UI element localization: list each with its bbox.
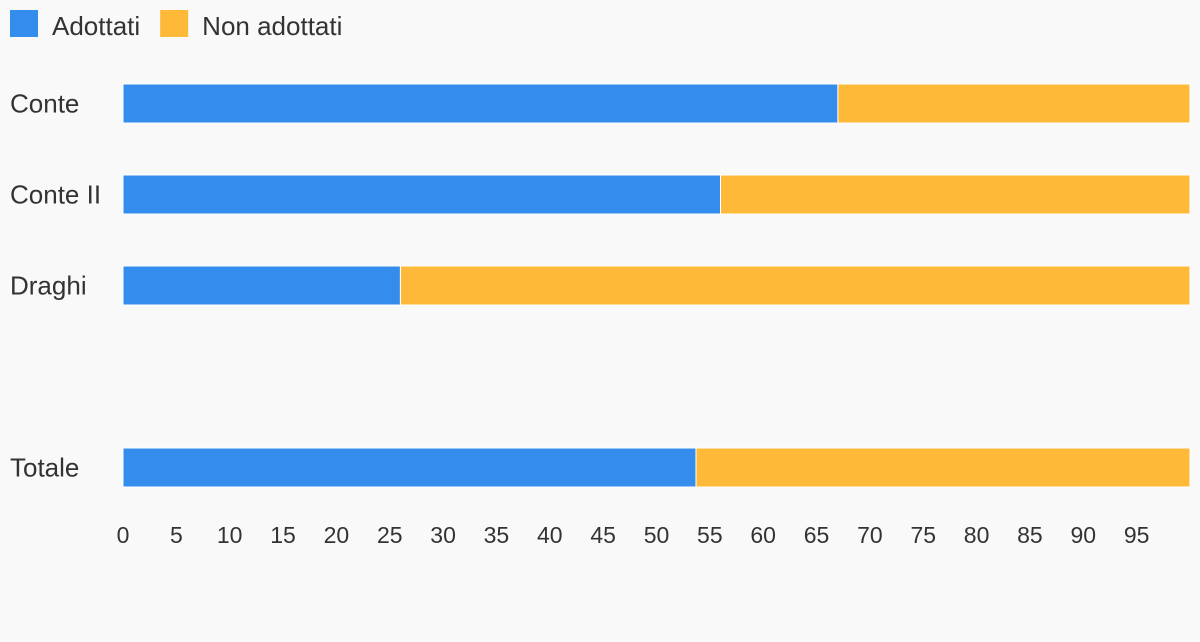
bar-4-0: [122, 447, 697, 488]
x-tick-label-5: 25: [377, 522, 403, 548]
x-tick-label-16: 80: [964, 522, 990, 548]
x-tick-label-19: 95: [1124, 522, 1150, 548]
legend: Adottati Non adottati: [10, 10, 342, 41]
x-tick-label-13: 65: [804, 522, 830, 548]
bar-0-1: [837, 83, 1191, 124]
category-labels: Conte Conte II Draghi Totale: [10, 89, 101, 483]
legend-label-0: Adottati: [52, 11, 140, 41]
x-tick-label-1: 5: [170, 522, 183, 548]
x-tick-label-17: 85: [1017, 522, 1043, 548]
bar-1-1: [720, 174, 1191, 215]
legend-swatch-1: [160, 10, 189, 37]
bars: [122, 83, 1191, 488]
category-label-2: Draghi: [10, 271, 87, 301]
x-tick-label-12: 60: [750, 522, 776, 548]
x-axis: 0 5 10 15 20 25 30 35 40 45 50 55 60 65 70 75 80 85 90 95: [117, 522, 1150, 548]
category-label-4: Totale: [10, 453, 79, 483]
x-tick-label-15: 75: [910, 522, 936, 548]
x-tick-label-6: 30: [430, 522, 456, 548]
x-tick-label-18: 90: [1071, 522, 1097, 548]
bar-0-0: [122, 83, 839, 124]
x-tick-label-14: 70: [857, 522, 883, 548]
category-label-0: Conte: [10, 89, 79, 119]
x-tick-label-9: 45: [590, 522, 616, 548]
x-tick-label-7: 35: [484, 522, 510, 548]
bar-2-0: [122, 265, 401, 306]
bar-2-1: [399, 265, 1191, 306]
bar-4-1: [695, 447, 1191, 488]
x-tick-label-11: 55: [697, 522, 723, 548]
legend-label-1: Non adottati: [202, 11, 342, 41]
x-tick-label-4: 20: [324, 522, 350, 548]
x-tick-label-3: 15: [270, 522, 296, 548]
legend-swatch-0: [10, 10, 38, 37]
x-tick-label-10: 50: [644, 522, 670, 548]
x-tick-label-8: 40: [537, 522, 563, 548]
bar-1-0: [122, 174, 722, 215]
category-label-1: Conte II: [10, 180, 101, 210]
x-tick-label-2: 10: [217, 522, 243, 548]
x-tick-label-0: 0: [117, 522, 130, 548]
